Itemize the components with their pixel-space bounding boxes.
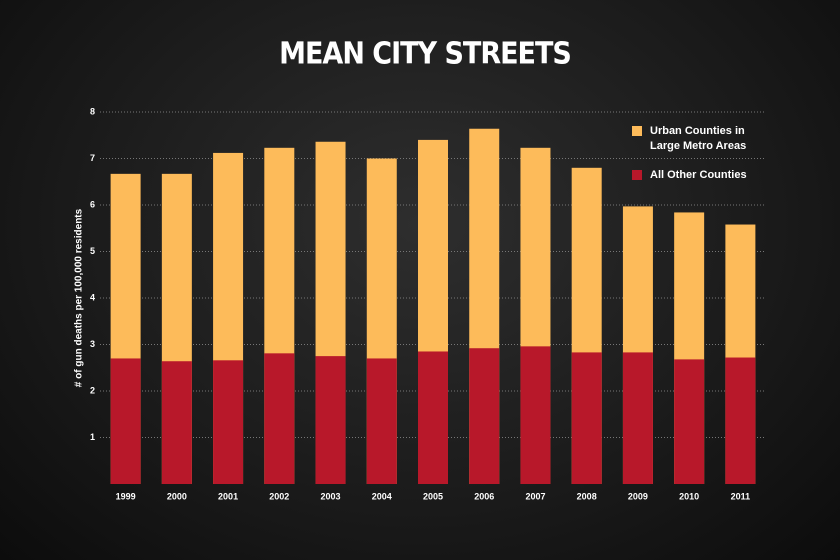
y-tick-label: 2 xyxy=(90,385,95,395)
legend: Urban Counties in Large Metro Areas All O… xyxy=(632,124,772,197)
y-axis-label: # of gun deaths per 100,000 residents xyxy=(74,208,85,387)
bar xyxy=(264,353,295,484)
bar xyxy=(213,360,244,484)
y-tick-label: 7 xyxy=(90,153,95,163)
x-tick-label: 2002 xyxy=(269,491,289,501)
y-tick-label: 3 xyxy=(90,339,95,349)
y-tick-label: 6 xyxy=(90,199,95,209)
x-tick-label: 2009 xyxy=(628,491,648,501)
bar xyxy=(674,359,705,484)
legend-item: Urban Counties in Large Metro Areas xyxy=(632,124,772,154)
x-tick-label: 2011 xyxy=(731,491,751,501)
bar xyxy=(520,346,551,484)
legend-swatch xyxy=(632,170,642,180)
x-tick-label: 2006 xyxy=(474,491,494,501)
x-tick-label: 2001 xyxy=(218,491,238,501)
bar xyxy=(366,358,397,484)
bar xyxy=(571,352,602,484)
bar xyxy=(418,351,448,484)
x-tick-label: 2003 xyxy=(321,491,341,501)
bar xyxy=(622,352,653,484)
y-tick-label: 5 xyxy=(90,246,95,256)
bar xyxy=(315,356,346,484)
legend-item: All Other Counties xyxy=(632,168,772,183)
bar xyxy=(469,348,500,484)
bar xyxy=(161,361,192,484)
legend-swatch xyxy=(632,126,642,136)
legend-label: Urban Counties in Large Metro Areas xyxy=(650,125,747,152)
y-tick-label: 8 xyxy=(90,106,95,116)
bar xyxy=(110,358,141,484)
x-tick-label: 2010 xyxy=(679,491,699,501)
x-tick-label: 2000 xyxy=(167,491,187,501)
y-tick-label: 1 xyxy=(90,432,95,442)
x-tick-label: 2007 xyxy=(525,491,545,501)
x-tick-label: 2005 xyxy=(423,491,443,501)
x-tick-label: 1999 xyxy=(116,491,136,501)
y-tick-label: 4 xyxy=(90,292,95,302)
x-tick-label: 2004 xyxy=(372,491,392,501)
legend-label: All Other Counties xyxy=(650,169,747,181)
chart-title: MEAN CITY STREETS xyxy=(279,37,571,72)
x-tick-label: 2008 xyxy=(577,491,597,501)
bar xyxy=(725,357,756,484)
